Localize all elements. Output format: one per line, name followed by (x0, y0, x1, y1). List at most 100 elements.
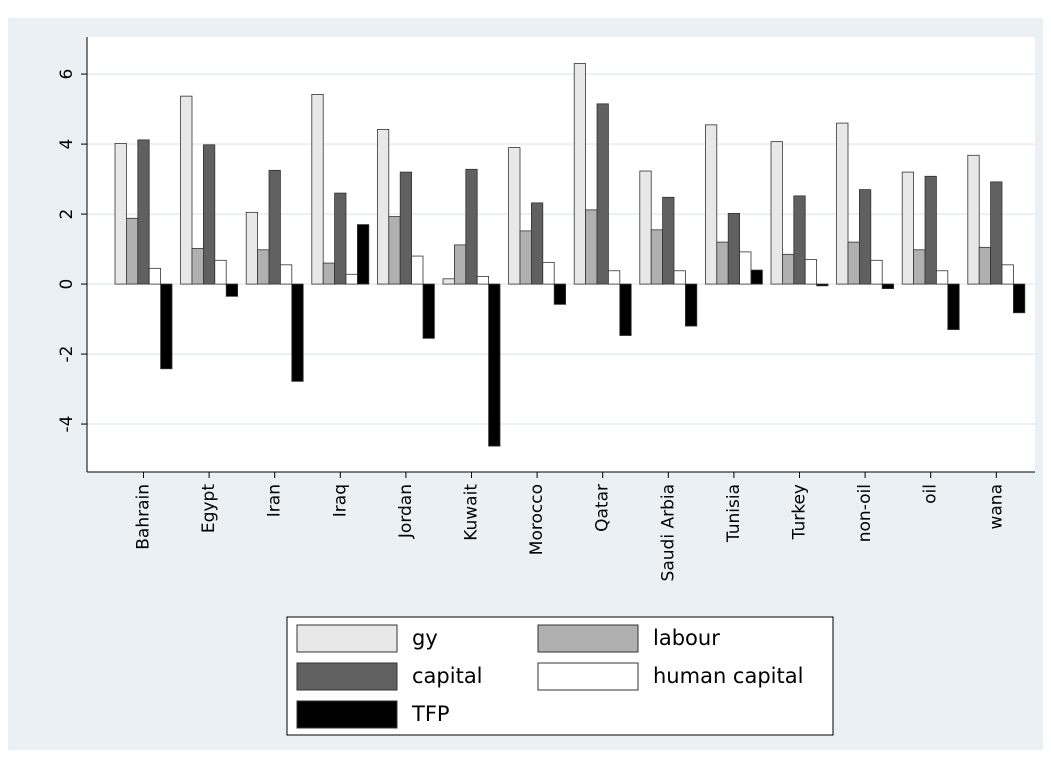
bar (476, 275, 490, 285)
legend-label: labour (653, 626, 720, 650)
bar (847, 241, 860, 285)
bar (608, 270, 621, 285)
x-tick-label: oil (921, 484, 941, 504)
legend-label: human capital (653, 664, 803, 688)
bar (376, 128, 390, 285)
bar (453, 244, 467, 285)
bar (573, 63, 587, 285)
bar (519, 230, 532, 285)
bar (650, 229, 664, 285)
bar (399, 171, 413, 285)
bar (639, 170, 652, 285)
bar (816, 283, 829, 287)
bar (924, 175, 937, 285)
bar (411, 255, 424, 285)
bar (257, 249, 270, 285)
bar (160, 283, 173, 370)
x-tick-label: Iraq (330, 484, 350, 517)
bar (804, 259, 818, 285)
bar (311, 93, 324, 285)
legend-swatch (296, 624, 398, 653)
bar (913, 249, 926, 285)
x-tick-label: Jordan (396, 484, 416, 539)
bar (596, 103, 609, 285)
x-tick-label: Bahrain (134, 484, 154, 550)
y-tick-label: 6 (57, 69, 77, 80)
bar (859, 189, 872, 285)
bar (345, 273, 358, 285)
bar (881, 283, 895, 290)
bar (322, 262, 336, 285)
bar (870, 259, 883, 285)
x-tick-label: Saudi Arbia (658, 484, 678, 581)
bar (662, 196, 675, 285)
bar (967, 154, 980, 285)
bar (936, 270, 949, 285)
bar (901, 171, 915, 285)
bar (836, 122, 849, 285)
x-tick-label: Iran (265, 484, 285, 517)
bar (990, 181, 1003, 285)
bar (356, 224, 370, 285)
legend-label: TFP (411, 702, 450, 726)
y-tick-label: -2 (57, 346, 77, 363)
bar (442, 278, 455, 285)
legend-swatch (537, 624, 639, 653)
bar (191, 247, 204, 285)
bar (716, 241, 729, 285)
bar (180, 95, 193, 285)
bar (202, 144, 216, 285)
bar (114, 142, 127, 285)
bar (137, 139, 150, 285)
legend-swatch (537, 662, 639, 691)
y-tick-label: 0 (57, 279, 77, 290)
bar (978, 246, 992, 285)
bar (705, 124, 718, 285)
bar (739, 251, 752, 285)
bar (126, 217, 139, 285)
bar (619, 283, 632, 336)
bar (214, 259, 227, 285)
bar (291, 283, 304, 382)
bar (508, 147, 521, 285)
x-tick-label: Tunisia (724, 484, 744, 543)
x-tick-label: Qatar (593, 484, 613, 532)
x-tick-label: Kuwait (462, 484, 482, 541)
bar (782, 253, 795, 285)
bar (685, 283, 698, 327)
legend-label: gy (412, 626, 438, 650)
plot-area (87, 37, 1035, 472)
bar (1001, 264, 1014, 285)
bar (148, 267, 161, 285)
bar (465, 168, 478, 285)
bar (770, 141, 783, 285)
bar (225, 283, 238, 297)
x-tick-label: wana (986, 484, 1006, 530)
bar (334, 192, 347, 285)
bar (585, 209, 598, 285)
legend-swatch (296, 700, 398, 729)
y-tick-label: 2 (57, 209, 77, 220)
bar (947, 283, 960, 330)
legend-swatch (296, 662, 398, 691)
bar (422, 283, 435, 339)
bar (793, 195, 806, 285)
x-tick-label: non-oil (855, 484, 875, 542)
bar (388, 216, 401, 285)
bar (531, 202, 544, 285)
legend-label: capital (412, 664, 483, 688)
x-tick-label: Egypt (199, 484, 219, 533)
bar (542, 261, 555, 285)
bar (488, 283, 501, 447)
bar (673, 270, 686, 285)
bar (727, 212, 741, 285)
bar (553, 283, 567, 305)
x-tick-label: Morocco (527, 484, 547, 555)
bar (245, 211, 258, 285)
bar (1013, 283, 1026, 314)
bar (750, 269, 763, 285)
bar (268, 169, 281, 285)
y-tick-label: -4 (57, 416, 77, 433)
x-tick-label: Turkey (790, 484, 810, 540)
